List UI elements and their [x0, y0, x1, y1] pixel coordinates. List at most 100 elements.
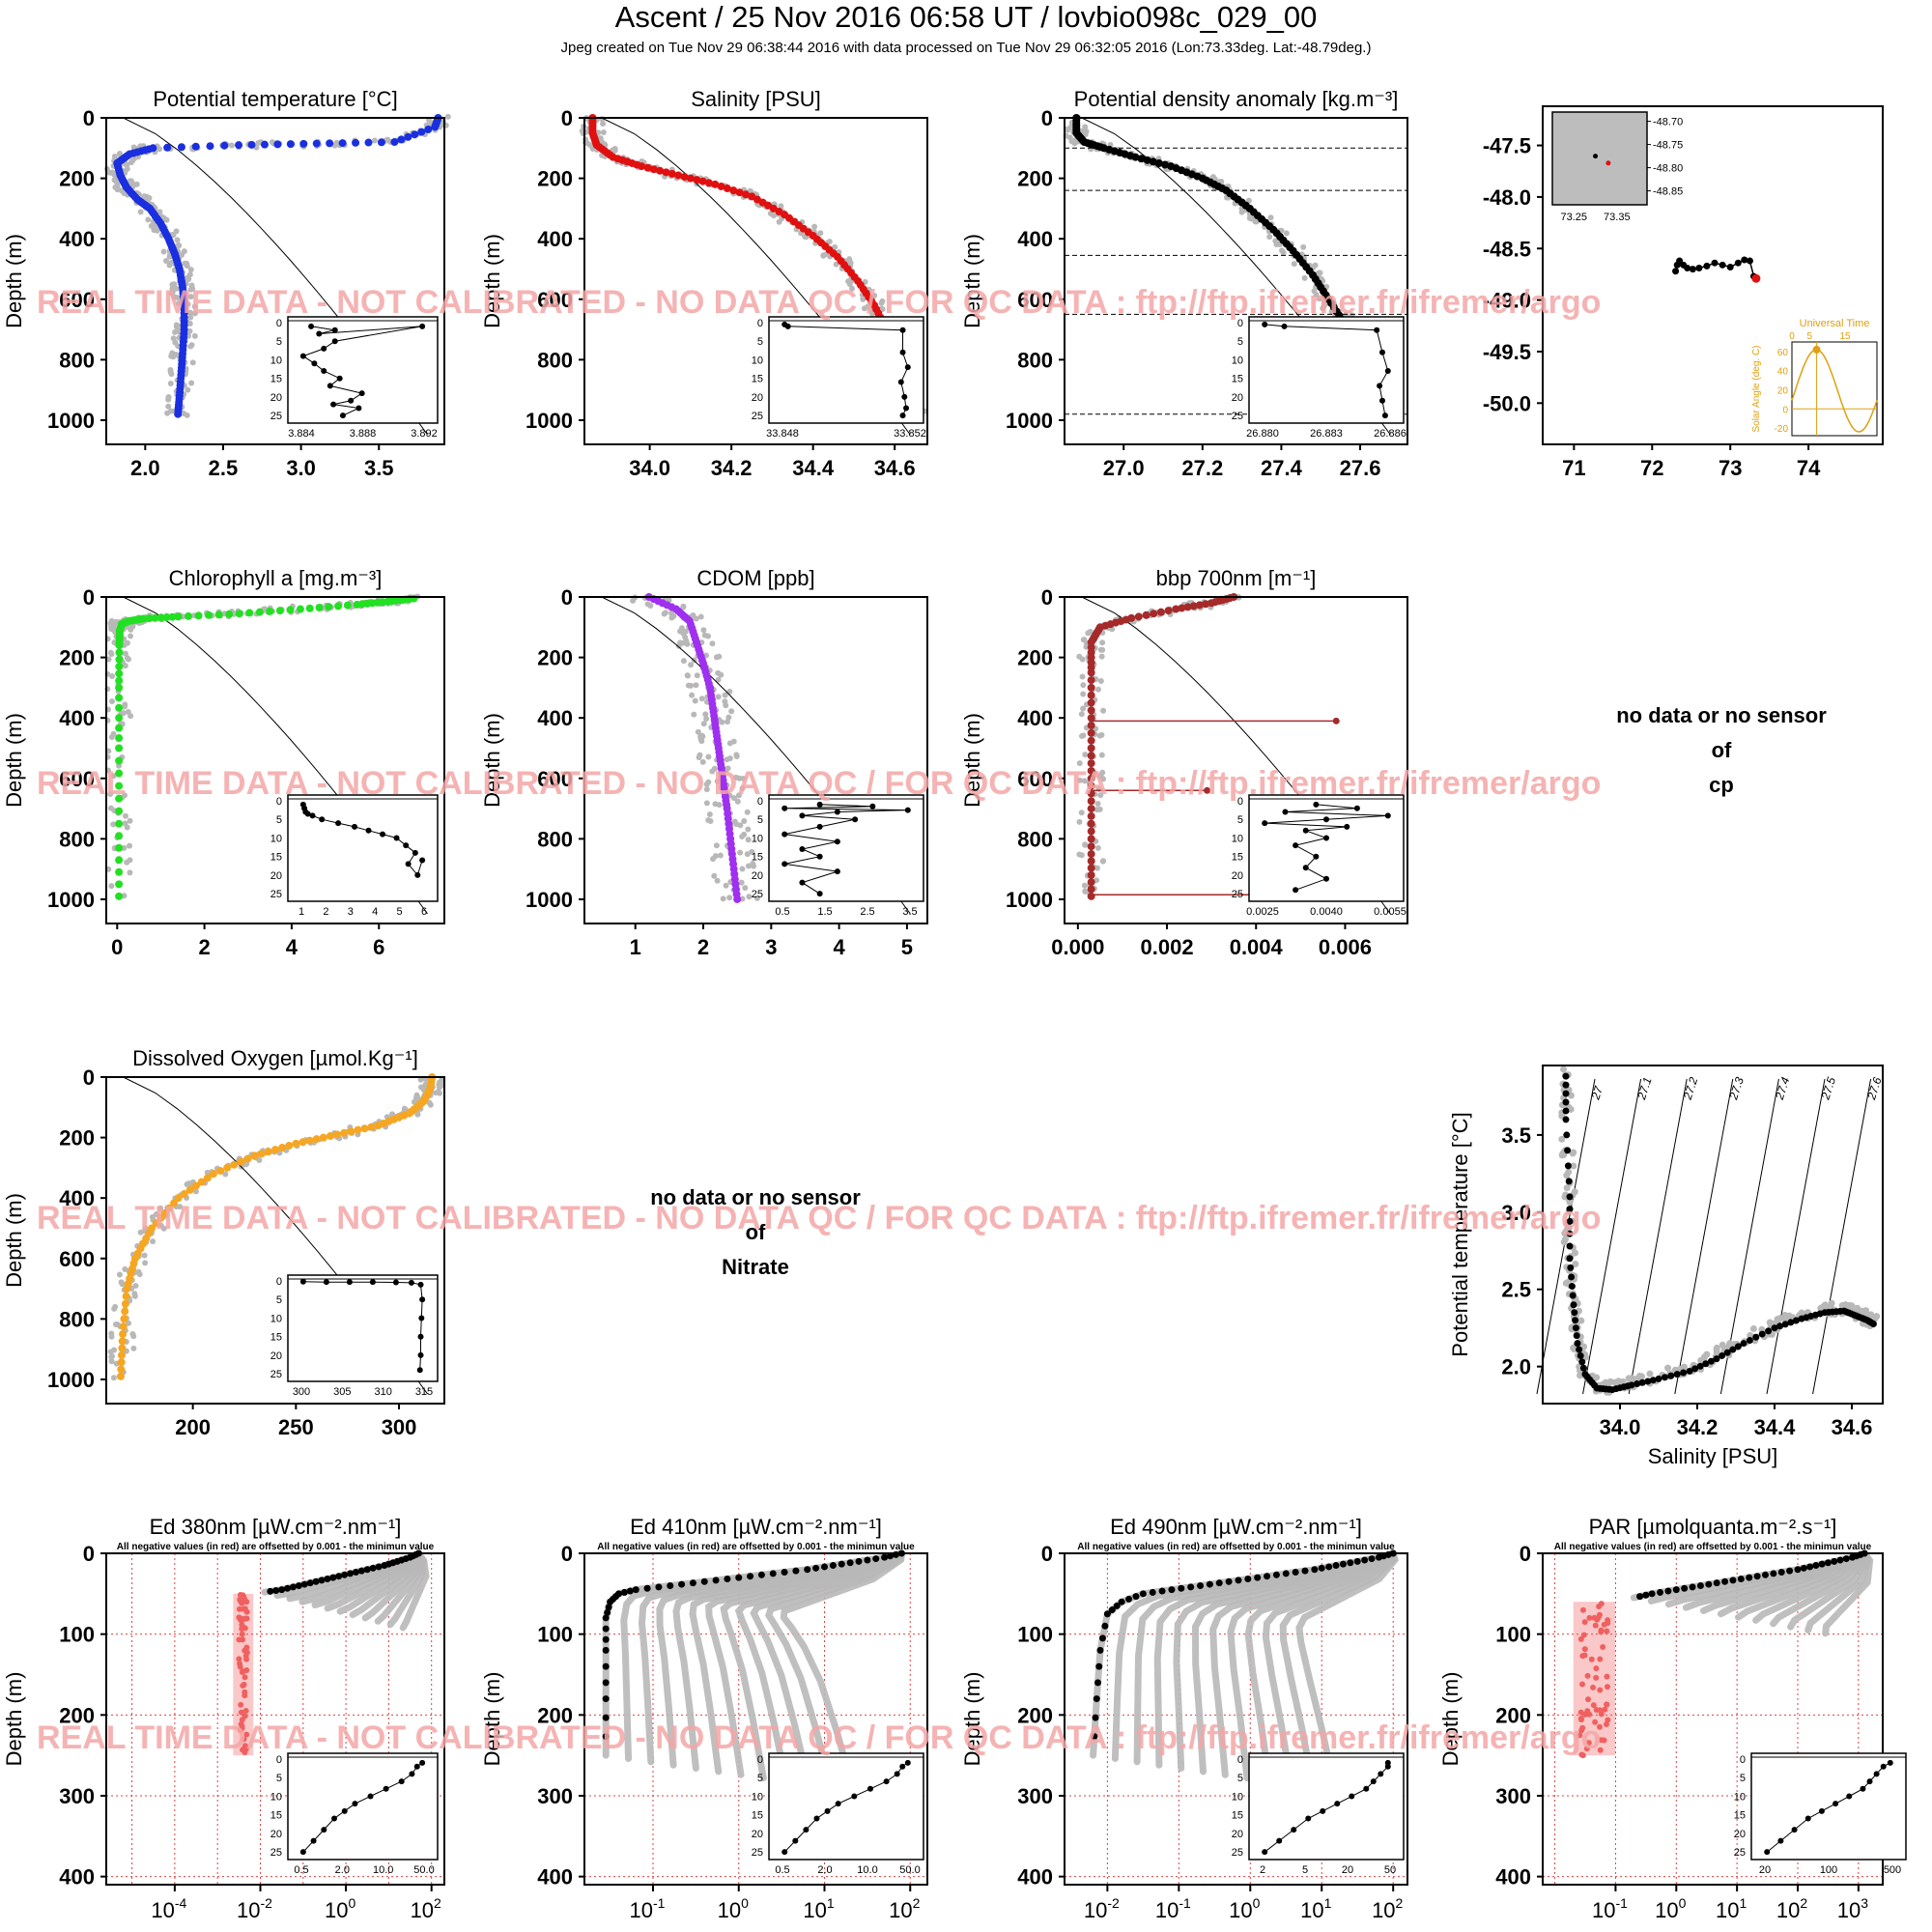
- y-axis-label: Depth (m): [2, 234, 26, 328]
- x-tick-exponent: 3: [1861, 1895, 1868, 1911]
- profile-point: [329, 1574, 337, 1581]
- inset-point: [899, 412, 906, 419]
- inset-point: [1282, 809, 1289, 815]
- profile-point: [115, 856, 124, 865]
- inset-x-tick-label: 50: [1384, 1864, 1396, 1876]
- profile-point: [735, 1574, 743, 1581]
- isopycnal-line: [1674, 1078, 1734, 1395]
- profile-point: [1781, 1321, 1789, 1328]
- temp-panel: Potential temperature [°C]02004006008001…: [2, 87, 451, 480]
- inset-point: [799, 879, 806, 886]
- profile-point: [1103, 1610, 1111, 1618]
- profile-point: [119, 1330, 128, 1339]
- history-point: [1238, 209, 1245, 215]
- inset-point: [1363, 1785, 1370, 1792]
- history-point: [707, 817, 714, 824]
- x-tick-label: 0.002: [1141, 935, 1194, 959]
- inset-line: [301, 326, 423, 416]
- profile-point: [881, 1553, 889, 1561]
- history-point: [1076, 760, 1083, 767]
- y-tick-label: 3.5: [1501, 1123, 1531, 1148]
- history-point: [753, 895, 760, 901]
- profile-point: [194, 611, 203, 620]
- profile-point: [662, 168, 670, 177]
- y-tick-label: 800: [1017, 348, 1053, 372]
- history-point: [1099, 639, 1106, 646]
- profile-point: [205, 611, 213, 619]
- history-point: [130, 144, 137, 151]
- x-tick-label: 34.6: [874, 456, 916, 480]
- inset-point: [799, 812, 806, 819]
- negative-point: [1602, 1706, 1608, 1713]
- history-point: [817, 230, 824, 237]
- history-point: [714, 778, 721, 784]
- history-point: [1076, 818, 1083, 825]
- inset-point: [321, 345, 327, 352]
- history-point: [705, 753, 712, 760]
- inset-point: [1804, 1815, 1811, 1822]
- history-point: [744, 809, 751, 815]
- profile-point: [151, 613, 159, 622]
- profile-point: [1149, 157, 1157, 166]
- profile-point: [1087, 691, 1095, 699]
- inset-point: [299, 353, 306, 359]
- history-point: [168, 290, 175, 297]
- inset-point: [358, 390, 365, 397]
- history-point: [734, 798, 741, 805]
- history-point: [439, 1076, 445, 1083]
- profile-point: [1087, 722, 1095, 730]
- y-tick-label: -48.0: [1483, 185, 1531, 210]
- inset-y-tick-label: 20: [270, 1829, 282, 1840]
- profile-point: [160, 1208, 169, 1217]
- inset-point: [416, 1367, 423, 1374]
- y-tick-label: 0: [1041, 585, 1053, 610]
- history-point: [157, 1205, 164, 1211]
- profile-point: [230, 1160, 239, 1169]
- history-point: [661, 611, 668, 617]
- inset-point: [330, 401, 337, 408]
- profile-point: [1087, 698, 1095, 707]
- y-tick-label: 100: [537, 1623, 573, 1647]
- inset-x-tick-label: 2.0: [817, 1864, 832, 1876]
- profile-point: [1572, 1324, 1579, 1332]
- inset-x-tick-label: 300: [293, 1386, 310, 1398]
- profile-point: [118, 1350, 127, 1359]
- profile-point: [275, 607, 284, 615]
- inset-x-tick-label: 5: [1302, 1864, 1308, 1876]
- y-tick-label: 800: [59, 1307, 95, 1331]
- inset-point: [316, 330, 323, 337]
- profile-point: [1131, 153, 1140, 161]
- profile-point: [1723, 1349, 1731, 1356]
- profile-point: [1156, 608, 1165, 616]
- x-tick-label: 10-2: [237, 1895, 272, 1922]
- profile-point: [1842, 1555, 1850, 1563]
- inset-point: [883, 1778, 890, 1785]
- history-point: [1085, 630, 1092, 637]
- profile-point: [1571, 1309, 1578, 1317]
- profile-point: [162, 613, 171, 622]
- inset-y-tick-label: 5: [276, 1294, 282, 1306]
- y-tick-label: 0: [1041, 1542, 1053, 1566]
- inset-y-tick-label: 10: [752, 833, 763, 844]
- profile-point: [781, 1569, 788, 1577]
- profile-point: [1567, 1264, 1575, 1271]
- history-point: [191, 310, 198, 317]
- y-tick-label: 1000: [1006, 888, 1053, 912]
- profile-point: [1244, 1575, 1252, 1582]
- profile-point: [1689, 1583, 1696, 1591]
- inset-y-tick-label: 20: [270, 392, 282, 404]
- y-axis-label: Depth (m): [2, 1193, 26, 1288]
- history-point: [1563, 1184, 1571, 1192]
- panels: Potential temperature [°C]02004006008001…: [2, 87, 1907, 1922]
- inset-y-tick-label: 5: [276, 1773, 282, 1784]
- inset-point: [1384, 1759, 1391, 1766]
- history-point: [702, 711, 709, 718]
- profile-point: [369, 1564, 377, 1572]
- history-point: [750, 861, 756, 867]
- history-point: [108, 883, 115, 890]
- inset-x-tick-label: 2.5: [860, 906, 874, 918]
- history-point: [1094, 865, 1100, 871]
- profile-point: [115, 781, 124, 790]
- profile-point: [1563, 1131, 1571, 1139]
